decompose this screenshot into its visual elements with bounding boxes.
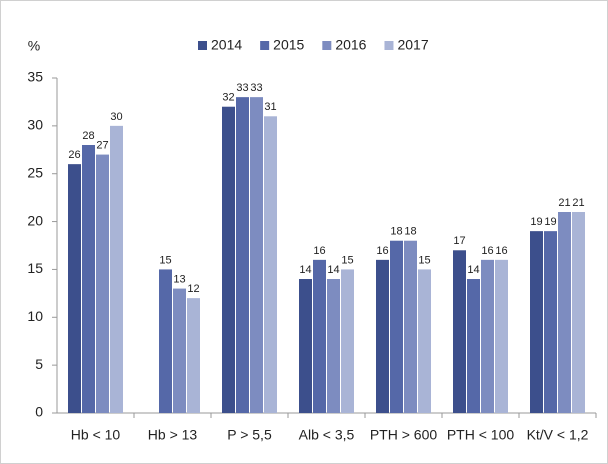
bar xyxy=(250,97,263,414)
value-label: 17 xyxy=(453,235,465,247)
value-label: 15 xyxy=(159,254,171,266)
value-label: 13 xyxy=(173,273,185,285)
value-label: 14 xyxy=(299,264,311,276)
x-tick-label: P > 5,5 xyxy=(227,427,272,443)
bar xyxy=(341,269,354,413)
value-label: 31 xyxy=(264,101,276,113)
y-tick-label: 15 xyxy=(27,260,43,276)
bar xyxy=(236,97,249,414)
y-tick-label: 0 xyxy=(35,404,43,420)
bar xyxy=(467,279,480,413)
value-label: 30 xyxy=(110,111,122,123)
value-label: 19 xyxy=(530,216,542,228)
value-label: 16 xyxy=(495,245,507,257)
y-tick-label: 25 xyxy=(27,164,43,180)
legend-label: 2015 xyxy=(273,37,304,53)
legend-swatch xyxy=(322,41,332,50)
value-label: 26 xyxy=(68,149,80,161)
value-label: 28 xyxy=(82,130,94,142)
legend-swatch xyxy=(384,41,394,50)
bar xyxy=(299,279,312,413)
x-tick-label: PTH > 600 xyxy=(370,427,438,443)
x-tick-label: Hb < 10 xyxy=(71,427,121,443)
bar xyxy=(159,269,172,413)
legend-label: 2016 xyxy=(335,37,366,53)
value-label: 33 xyxy=(250,82,262,94)
legend-swatch xyxy=(260,41,270,50)
bar xyxy=(481,259,494,413)
value-label: 15 xyxy=(418,254,430,266)
bar xyxy=(327,279,340,413)
value-label: 21 xyxy=(558,197,570,209)
x-tick-label: Kt/V < 1,2 xyxy=(527,427,589,443)
value-label: 15 xyxy=(341,254,353,266)
y-tick-label: 35 xyxy=(27,69,43,85)
value-label: 16 xyxy=(376,245,388,257)
value-label: 14 xyxy=(327,264,339,276)
value-label: 14 xyxy=(467,264,479,276)
value-label: 18 xyxy=(404,226,416,238)
bar xyxy=(110,125,123,413)
bar xyxy=(390,240,403,413)
bar xyxy=(376,259,389,413)
bar xyxy=(173,288,186,413)
y-tick-label: 5 xyxy=(35,356,43,372)
legend-label: 2017 xyxy=(397,37,428,53)
bar xyxy=(418,269,431,413)
value-label: 32 xyxy=(222,92,234,104)
y-tick-label: 20 xyxy=(27,212,43,228)
bar xyxy=(313,259,326,413)
y-tick-label: 30 xyxy=(27,117,43,133)
x-tick-label: PTH < 100 xyxy=(447,427,515,443)
value-label: 33 xyxy=(236,82,248,94)
bar xyxy=(68,164,81,413)
value-label: 16 xyxy=(313,245,325,257)
legend-swatch xyxy=(198,41,207,50)
x-tick-label: Hb > 13 xyxy=(148,427,198,443)
y-tick-label: 10 xyxy=(27,308,43,324)
value-label: 12 xyxy=(187,283,199,295)
bar xyxy=(453,250,466,413)
bar xyxy=(222,106,235,413)
bar xyxy=(82,145,95,413)
y-axis-label: % xyxy=(28,38,40,54)
value-label: 27 xyxy=(96,139,108,151)
bar xyxy=(187,298,200,413)
legend-label: 2014 xyxy=(211,37,242,53)
value-label: 19 xyxy=(544,216,556,228)
bar xyxy=(544,231,557,413)
bar xyxy=(530,231,543,413)
bar xyxy=(495,259,508,413)
value-label: 21 xyxy=(572,197,584,209)
x-tick-label: Alb < 3,5 xyxy=(299,427,355,443)
value-label: 18 xyxy=(390,226,402,238)
bar xyxy=(96,154,109,414)
bar xyxy=(404,240,417,413)
bar xyxy=(558,212,571,413)
bar xyxy=(572,212,585,413)
value-label: 16 xyxy=(481,245,493,257)
bar xyxy=(264,116,277,414)
